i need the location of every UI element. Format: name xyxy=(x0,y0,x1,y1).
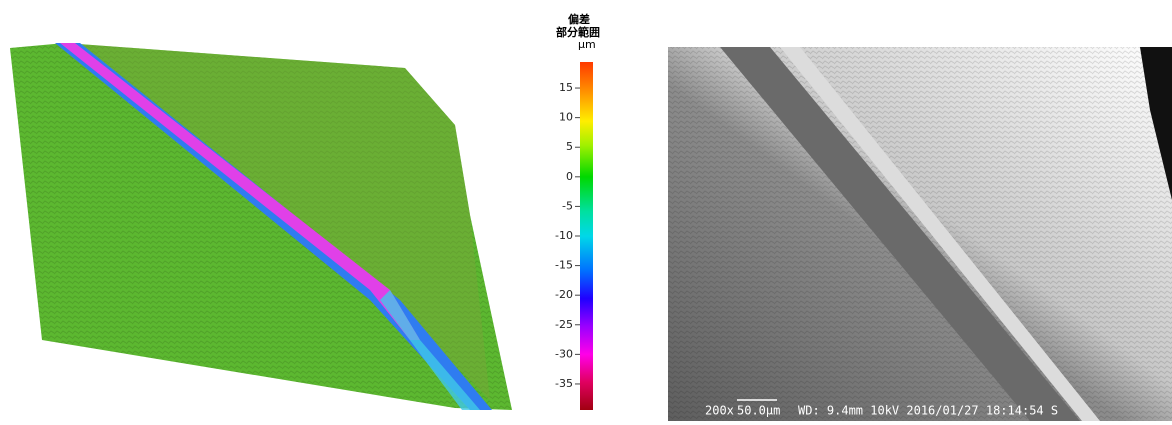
colorbar-tick-label: -20 xyxy=(555,288,573,301)
colorbar-tick-label: 5 xyxy=(566,140,573,153)
colorbar-tick-label: -25 xyxy=(555,318,573,331)
colorbar-tick-label: 0 xyxy=(566,170,573,183)
colorbar-title: 偏差 xyxy=(568,12,590,26)
colorbar-tick-label: 10 xyxy=(559,111,573,124)
colorbar-tick-label: -35 xyxy=(555,377,573,390)
caption-details: WD: 9.4mm 10kV 2016/01/27 18:14:54 S xyxy=(798,404,1058,418)
colorbar-tick-label: 15 xyxy=(559,81,573,94)
figure: 偏差 部分範囲 μm 15 10 5 0 -5 -10 -15 -20 -25 -30 -35 20… xyxy=(0,0,1172,421)
caption-scale: 50.0μm xyxy=(737,404,780,418)
colorbar-tick-label: -5 xyxy=(562,199,573,212)
caption-magnification: 200x xyxy=(705,404,734,418)
colorbar-title: 部分範囲 xyxy=(556,25,600,39)
colorbar-scale xyxy=(580,62,593,410)
sem-image: 200x 50.0μm WD: 9.4mm 10kV 2016/01/27 18… xyxy=(668,47,1172,421)
colorbar-unit: μm xyxy=(578,38,596,51)
colorbar: 偏差 部分範囲 μm 15 10 5 0 -5 -10 -15 -20 -25 -30 -35 xyxy=(555,12,600,410)
colorbar-tick-label: -15 xyxy=(555,259,573,272)
deviation-map xyxy=(10,43,512,410)
colorbar-tick-label: -10 xyxy=(555,229,573,242)
page: 偏差 部分範囲 μm 15 10 5 0 -5 -10 -15 -20 -25 -30 -35 20… xyxy=(0,0,1172,425)
colorbar-tick-label: -30 xyxy=(555,347,573,360)
